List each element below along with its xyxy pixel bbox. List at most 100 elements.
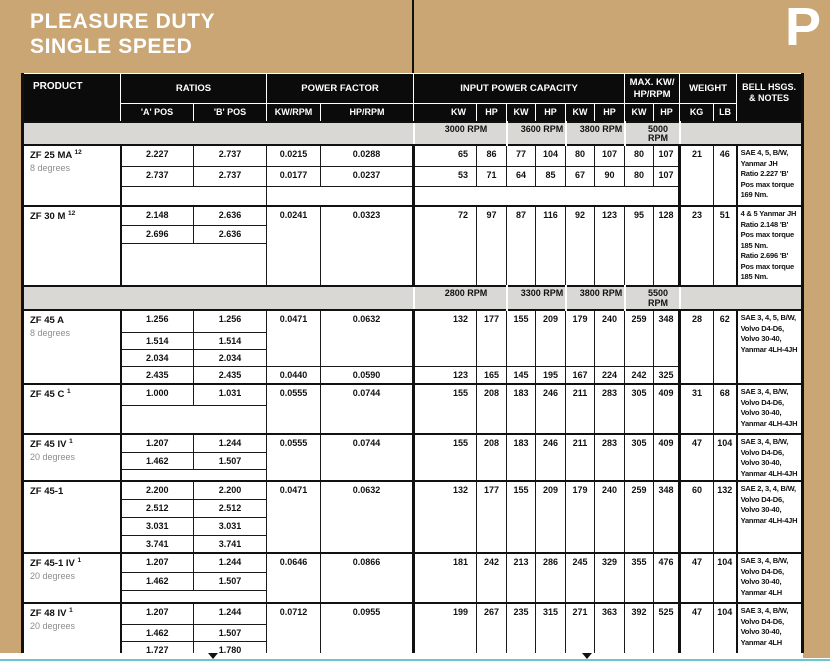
table-header: PRODUCT RATIOS POWER FACTOR INPUT POWER … [22,73,804,122]
pf-hp-cell: 0.0955 [319,602,416,659]
kw-cell: 155 [506,480,537,554]
hp-cell: 104 [535,144,567,167]
ratio-b-cell: 2.435 [193,365,267,385]
ratio-b-cell: 2.512 [193,498,267,518]
hp-cell: 329 [594,552,626,604]
empty-cell [120,404,267,435]
product-subtitle: 20 degrees [30,620,76,631]
ratio-b-cell: 3.741 [193,534,267,554]
hp-cell: 85 [535,165,567,187]
product-cell: ZF 45-1 IV 1 20 degrees [22,552,122,604]
continuation-arrow-down-icon [582,653,592,659]
max-hp-cell: 107 [653,144,682,167]
notes-cell: SAE 3, 4, 5, B/W, Volvo D4-D6, Volvo 30-… [736,309,804,385]
hp-cell: 209 [535,480,567,554]
max-kw-cell: 305 [624,433,655,482]
col-header-kg: KG [679,103,715,122]
hp-cell: 240 [594,480,626,554]
pf-kw-cell: 0.0177 [266,165,321,187]
kw-cell: 145 [506,365,537,385]
max-hp-cell: 325 [653,365,682,385]
table-row: 1.514 1.514 [23,331,803,350]
kw-cell: 87 [506,205,537,287]
page-title: PLEASURE DUTY SINGLE SPEED [30,10,216,59]
pf-hp-cell: 0.0237 [319,165,416,187]
kw-cell: 80 [565,144,596,167]
hp-cell: 195 [535,365,567,385]
max-hp-cell: 476 [653,552,682,604]
rpm-band-spacer [679,120,804,146]
hp-cell: 363 [594,602,626,659]
empty-cell [413,185,682,207]
ratio-b-cell: 1.507 [193,571,267,591]
table-row [23,404,803,435]
pf-kw-cell: 0.0712 [266,602,321,659]
ratio-a-cell: 1.207 [120,602,194,625]
table-row: 1.462 1.507 [23,451,803,470]
col-header-kw-rpm: KW/RPM [266,103,321,122]
hp-cell: 116 [535,205,567,287]
ratio-a-cell: 2.148 [120,205,194,226]
ratio-b-cell: 1.514 [193,331,267,350]
max-kw-cell: 259 [624,309,655,367]
empty-cell [120,242,267,287]
weight-kg-cell: 28 [679,309,715,385]
hp-cell: 283 [594,383,626,435]
kw-cell: 53 [413,165,478,187]
table-row: ZF 30 M 12 2.148 2.636 0.0241 0.0323 72 … [22,205,804,287]
title-divider-line [412,0,414,73]
ratio-b-cell: 1.244 [193,602,267,625]
notes-cell: SAE 2, 3, 4, B/W, Volvo D4-D6, Volvo 30-… [736,480,804,554]
pf-hp-cell: 0.0590 [319,365,416,385]
table-row: 2.435 2.435 0.0440 0.0590 123 165 145 19… [23,365,803,385]
hp-cell: 286 [535,552,567,604]
product-name: ZF 45-1 [30,486,64,498]
table-row: 2.034 2.034 [23,348,803,367]
max-hp-cell: 409 [653,433,682,482]
hp-cell: 165 [476,365,508,385]
product-subtitle: 20 degrees [30,570,76,581]
pf-kw-cell: 0.0440 [266,365,321,385]
ratio-a-cell: 1.256 [120,309,194,333]
table-row: ZF 45 A 8 degrees 1.256 1.256 0.0471 0.0… [22,309,804,385]
ratio-a-cell: 2.737 [120,165,194,187]
max-kw-cell: 242 [624,365,655,385]
rpm-band-label: 3800 RPM [564,120,626,146]
product-cell: ZF 45 A 8 degrees [22,309,122,385]
col-header-power-factor: POWER FACTOR [265,73,415,104]
rpm-band-row: 2800 RPM 3300 RPM 3800 RPM 5500 RPM [21,285,804,311]
ratio-a-cell: 2.696 [120,224,194,244]
col-header-hp-rpm: HP/RPM [319,103,415,122]
table-row: 3.741 3.741 [23,534,803,554]
rpm-band-label: 3300 RPM [505,285,567,311]
max-kw-cell: 259 [624,480,655,554]
kw-cell: 199 [413,602,478,659]
pf-kw-cell: 0.0241 [266,205,321,287]
hp-cell: 224 [594,365,626,385]
col-header-kw: KW [565,103,596,122]
table-row: ZF 48 IV 1 20 degrees 1.207 1.244 0.0712… [22,602,804,664]
ratio-b-cell: 3.031 [193,516,267,536]
ratio-b-cell: 2.737 [193,144,267,167]
notes-cell: SAE 3, 4, B/W, Volvo D4-D6, Volvo 30-40,… [736,433,804,482]
col-header-bell-hsgs: BELL HSGS. & NOTES [736,73,804,122]
product-name: ZF 30 M 12 [30,210,76,223]
hp-cell: 86 [476,144,508,167]
col-header-product: PRODUCT [22,73,121,122]
col-header-kw: KW [413,103,478,122]
kw-cell: 77 [506,144,537,167]
weight-kg-cell: 23 [679,205,715,287]
table-row: ZF 45 C 1 1.000 1.031 0.0555 0.0744 155 … [22,383,804,435]
ratio-b-cell: 1.507 [193,623,267,642]
ratio-b-cell: 2.636 [193,205,267,226]
max-hp-cell: 409 [653,383,682,435]
ratio-a-cell: 2.034 [120,348,194,367]
product-cell: ZF 45 IV 1 20 degrees [22,433,122,482]
empty-cell [120,589,267,604]
col-header-hp: HP [535,103,567,122]
ratio-b-cell: 2.636 [193,224,267,244]
table-row: ZF 45 IV 1 20 degrees 1.207 1.244 0.0555… [22,433,804,482]
pf-kw-cell: 0.0471 [266,480,321,554]
kw-cell: 183 [506,383,537,435]
kw-cell: 245 [565,552,596,604]
